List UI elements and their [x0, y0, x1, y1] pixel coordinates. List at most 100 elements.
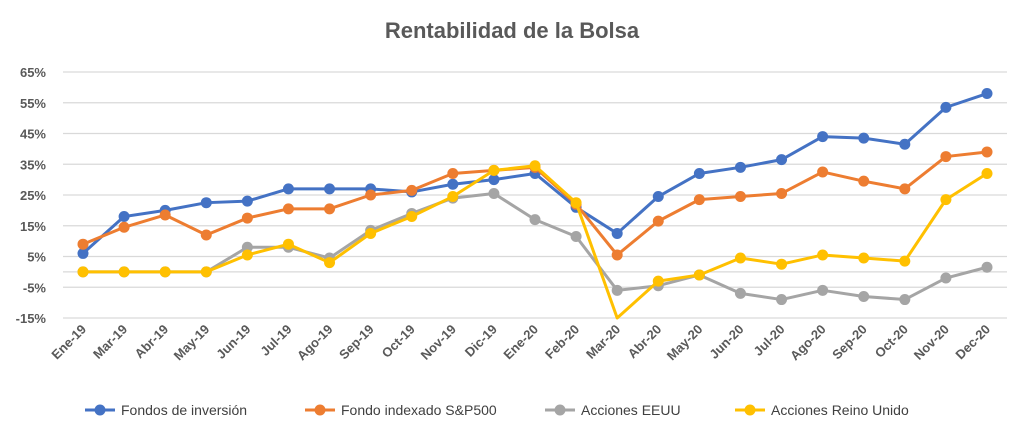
series-3: [77, 160, 993, 320]
data-point: [693, 269, 705, 281]
x-tick-label: Sep-19: [336, 322, 377, 363]
data-point: [324, 183, 336, 195]
legend-item: Acciones EEUU: [545, 402, 681, 418]
data-point: [77, 247, 89, 259]
x-tick-label: Ago-20: [787, 322, 829, 364]
y-tick-label: 55%: [20, 96, 46, 111]
x-tick-label: Ene-20: [500, 322, 541, 363]
y-tick-label: 45%: [20, 127, 46, 142]
data-point: [776, 187, 788, 199]
legend-label: Acciones EEUU: [581, 402, 681, 418]
y-tick-label: 15%: [20, 219, 46, 234]
data-point: [611, 249, 623, 261]
data-point: [734, 252, 746, 264]
gridlines: [63, 71, 1007, 319]
data-point: [488, 174, 500, 186]
y-tick-label: -5%: [23, 280, 47, 295]
data-point: [817, 284, 829, 296]
data-point: [817, 249, 829, 261]
data-point: [940, 151, 952, 163]
data-point: [365, 227, 377, 239]
x-tick-label: Dec-20: [952, 322, 993, 363]
x-tick-label: Jun-19: [213, 322, 253, 362]
legend-item: Acciones Reino Unido: [735, 402, 909, 418]
data-point: [858, 175, 870, 187]
data-point: [652, 191, 664, 203]
x-tick-label: Ene-19: [48, 322, 89, 363]
y-axis-ticks: 65% 55% 45% 35% 25% 15% 5% -5% -15%: [16, 65, 47, 326]
data-point: [899, 138, 911, 150]
data-point: [899, 294, 911, 306]
y-tick-label: 65%: [20, 65, 46, 80]
data-point: [159, 209, 171, 221]
x-tick-label: Ago-19: [294, 322, 336, 364]
data-point: [776, 294, 788, 306]
x-tick-label: Feb-20: [542, 322, 582, 362]
x-tick-label: Oct-20: [872, 322, 911, 361]
data-point: [899, 183, 911, 195]
series-group: [77, 88, 993, 320]
series-0: [77, 88, 993, 259]
data-point: [447, 167, 459, 179]
data-point: [734, 191, 746, 203]
data-point: [940, 101, 952, 113]
data-point: [241, 241, 253, 253]
data-point: [447, 178, 459, 190]
y-tick-label: 5%: [27, 250, 46, 265]
y-tick-label: 25%: [20, 188, 46, 203]
x-tick-label: Dic-19: [462, 322, 500, 360]
data-point: [241, 249, 253, 261]
x-axis-ticks: Ene-19 Mar-19 Abr-19 May-19 Jun-19 Jul-19 Ago-…: [48, 322, 993, 364]
data-point: [282, 238, 294, 250]
data-point: [817, 131, 829, 143]
x-tick-label: Mar-19: [90, 322, 130, 362]
data-point: [324, 257, 336, 269]
x-tick-label: Abr-19: [132, 322, 172, 362]
x-tick-label: Jul-19: [257, 322, 294, 359]
data-point: [899, 255, 911, 267]
data-point: [776, 258, 788, 270]
series-line: [83, 191, 988, 302]
data-point: [734, 161, 746, 173]
y-tick-label: -15%: [16, 311, 47, 326]
data-point: [200, 229, 212, 241]
data-point: [200, 197, 212, 209]
x-tick-label: May-20: [664, 322, 706, 364]
data-point: [488, 187, 500, 199]
data-point: [858, 132, 870, 144]
data-point: [981, 261, 993, 273]
x-tick-label: Nov-19: [418, 322, 459, 363]
data-point: [324, 203, 336, 215]
data-point: [77, 266, 89, 278]
chart-title: Rentabilidad de la Bolsa: [385, 18, 640, 43]
legend-item: Fondo indexado S&P500: [305, 402, 497, 418]
data-point: [693, 194, 705, 206]
data-point: [652, 215, 664, 227]
legend-label: Fondos de inversión: [121, 402, 247, 418]
data-point: [241, 195, 253, 207]
data-point: [118, 221, 130, 233]
data-point: [282, 203, 294, 215]
legend-marker: [314, 404, 326, 416]
data-point: [776, 154, 788, 166]
data-point: [365, 189, 377, 201]
legend-marker: [94, 404, 106, 416]
data-point: [940, 194, 952, 206]
x-tick-label: May-19: [171, 322, 213, 364]
x-tick-label: Abr-20: [625, 322, 665, 362]
x-tick-label: Jun-20: [706, 322, 746, 362]
x-tick-label: Nov-20: [911, 322, 952, 363]
x-tick-label: Sep-20: [829, 322, 870, 363]
data-point: [282, 183, 294, 195]
data-point: [529, 214, 541, 226]
data-point: [611, 227, 623, 239]
data-point: [118, 266, 130, 278]
data-point: [570, 231, 582, 243]
data-point: [488, 164, 500, 176]
data-point: [77, 238, 89, 250]
data-point: [981, 146, 993, 158]
data-point: [570, 197, 582, 209]
data-point: [529, 160, 541, 172]
legend: Fondos de inversión Fondo indexado S&P500…: [85, 402, 909, 418]
